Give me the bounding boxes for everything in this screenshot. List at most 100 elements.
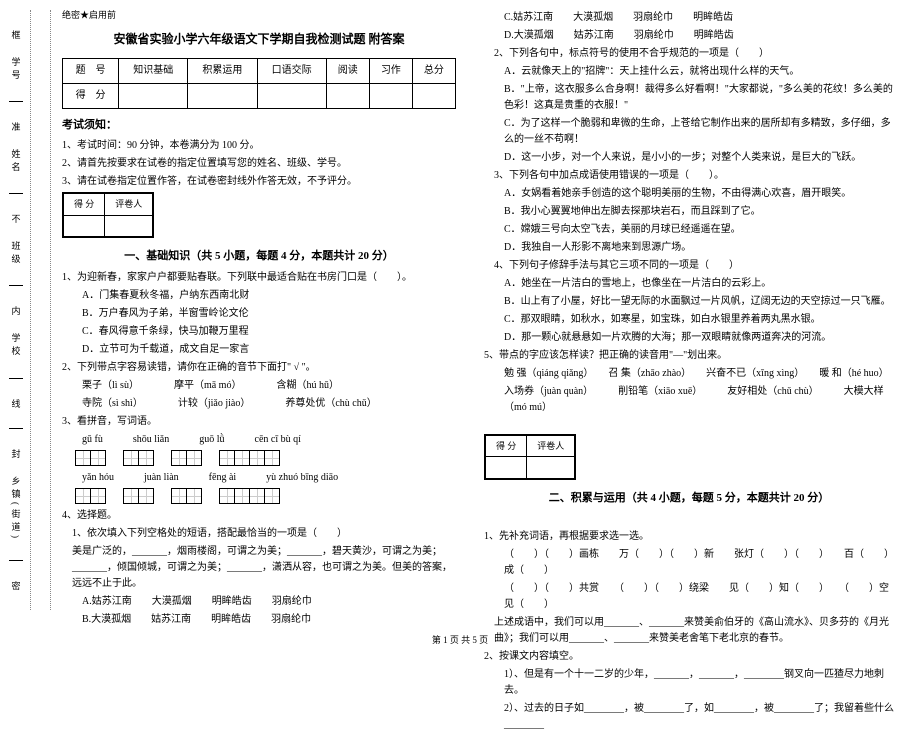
sidebar-label: 班级 [10,241,23,267]
char-box[interactable] [186,450,202,466]
score-cell[interactable] [257,83,326,108]
char-box[interactable] [186,488,202,504]
char-box[interactable] [249,450,265,466]
char-grid[interactable] [220,450,280,466]
pinyin-row: yǎn hóu juàn liàn fēng ài yù zhuó bīng d… [82,470,456,486]
side-line [9,101,23,102]
char-box[interactable] [123,450,139,466]
char-box[interactable] [138,488,154,504]
char-grid[interactable] [76,450,106,466]
pinyin-group: yǎn hóu [82,470,114,486]
side-mark: 线 [11,397,20,410]
question-body: 美是广泛的，_______，烟雨楼阁，可谓之为美；_______，碧天黄沙，可谓… [62,544,456,592]
option: C.姑苏江南 大漠孤烟 羽扇纶巾 明眸皓齿 [484,10,894,26]
section-b-title: 二、积累与运用（共 4 小题，每题 5 分，本题共计 20 分） [484,490,894,508]
char-box[interactable] [234,450,250,466]
mini-score-label: 得 分 [486,436,527,457]
question-text: 1、为迎新春，家家户户都要贴春联。下列联中最适合贴在书房门口是（ ）。 [62,270,456,286]
char-grid[interactable] [220,488,280,504]
char-box[interactable] [171,488,187,504]
mini-score-label: 评卷人 [105,194,153,215]
notice-item: 2、请首先按要求在试卷的指定位置填写您的姓名、班级、学号。 [62,156,456,172]
score-header: 习作 [369,58,412,83]
option: D．立节可为千载道，成文自足一家言 [62,342,456,358]
char-grid[interactable] [76,488,106,504]
option: B．山上有了小屋，好比一望无际的水面飘过一片风帆，辽阔无边的天空掠过一只飞雁。 [484,294,894,310]
side-mark: 准 [11,120,20,133]
notice-item: 1、考试时间：90 分钟，本卷满分为 100 分。 [62,138,456,154]
notice-item: 3、请在试卷指定位置作答，在试卷密封线外作答无效，不予评分。 [62,174,456,190]
side-mark: 内 [11,304,20,317]
left-column: 绝密★启用前 安徽省实验小学六年级语文下学期自我检测试题 附答案 题 号 知识基… [32,8,470,616]
sidebar-label: 学号 [10,57,23,83]
char-grid[interactable] [172,450,202,466]
mini-score-cell[interactable] [486,457,527,478]
subquestion-text: 1、依次填入下列空格处的短语，搭配最恰当的一项是（ ） [62,526,456,542]
option: D．我独自一人形影不离地来到思源广场。 [484,240,894,256]
option: A．她坐在一片洁白的雪地上，也像坐在一片洁白的云彩上。 [484,276,894,292]
mini-score-cell[interactable] [105,215,153,236]
char-box[interactable] [90,488,106,504]
char-box[interactable] [219,488,235,504]
char-box[interactable] [264,450,280,466]
char-box[interactable] [123,488,139,504]
fill-line[interactable]: （ ）（ ）共赏 （ ）（ ）绕梁 见（ ）知（ ） （ ）空见（ ） [484,581,894,613]
score-cell[interactable] [412,83,455,108]
char-box[interactable] [75,450,91,466]
char-box[interactable] [219,450,235,466]
option: D．这一小步，对一个人来说，是小小的一步；对整个人类来说，是巨大的飞跃。 [484,150,894,166]
mini-score-label: 得 分 [64,194,105,215]
score-cell[interactable] [326,83,369,108]
mini-score-table: 得 分评卷人 [62,192,154,238]
fill-line[interactable]: 2）、过去的日子如________，被________了，如________，被… [484,701,894,733]
char-grid[interactable] [124,488,154,504]
fill-line[interactable]: 1）、但是有一个十一二岁的少年，_______，_______，________… [484,667,894,699]
pinyin-group: fēng ài [209,470,237,486]
option: D.大漠孤烟 姑苏江南 羽扇纶巾 明眸皓齿 [484,28,894,44]
side-mark: 密 [11,579,20,592]
side-line [9,560,23,561]
char-grid-row[interactable] [76,488,456,504]
char-box[interactable] [264,488,280,504]
option: A．女娲看着她亲手创造的这个聪明美丽的生物，不由得满心欢喜，眉开眼笑。 [484,186,894,202]
sidebar-label: 乡镇(街道) [10,476,23,542]
dotted-fold-line [50,10,51,610]
pinyin-group: gū fù [82,432,103,448]
char-box[interactable] [249,488,265,504]
pinyin-group: shōu liǎn [133,432,169,448]
pinyin-group: yù zhuó bīng diāo [266,470,338,486]
score-cell[interactable] [369,83,412,108]
score-cell[interactable] [188,83,257,108]
score-header: 口语交际 [257,58,326,83]
char-grid-row[interactable] [76,450,456,466]
mini-score-cell[interactable] [527,457,575,478]
page-footer: 第 1 页 共 5 页 [0,633,920,646]
score-header: 题 号 [63,58,119,83]
option: C．为了这样一个脆弱和卑微的生命，上苍给它制作出来的居所却有多精致，多仔细，多么… [484,116,894,148]
option: B．万户春风为子弟，半窗雪岭论文伦 [62,306,456,322]
pinyin-line: 栗子（lì sù） 摩平（mā mó） 含糊（hú hū） [62,378,456,394]
char-grid[interactable] [172,488,202,504]
char-box[interactable] [75,488,91,504]
char-box[interactable] [90,450,106,466]
sidebar-label: 姓名 [10,149,23,175]
side-line [9,428,23,429]
dotted-fold-line [30,10,31,610]
score-cell[interactable] [119,83,188,108]
score-header: 知识基础 [119,58,188,83]
char-box[interactable] [234,488,250,504]
pinyin-row: gū fù shōu liǎn guō lǜ cēn cī bù qí [82,432,456,448]
side-line [9,193,23,194]
score-header: 阅读 [326,58,369,83]
char-box[interactable] [171,450,187,466]
question-text: 1、先补充词语，再根据要求选一选。 [484,529,894,545]
pinyin-line: 勉 强（qiáng qiǎng） 召 集（zhāo zhào） 兴奋不已（xīn… [484,366,894,382]
section-a-title: 一、基础知识（共 5 小题，每题 4 分，本题共计 20 分） [62,248,456,266]
char-grid[interactable] [124,450,154,466]
question-text: 3、看拼音，写词语。 [62,414,456,430]
side-mark: 不 [11,212,20,225]
option: B．"上帝，这衣服多么合身啊！裁得多么好看啊！"大家都说，"多么美的花纹！多么美… [484,82,894,114]
fill-line[interactable]: （ ）（ ）画栋 万（ ）（ ）新 张灯（ ）（ ） 百（ ）成（ ） [484,547,894,579]
mini-score-cell[interactable] [64,215,105,236]
char-box[interactable] [138,450,154,466]
